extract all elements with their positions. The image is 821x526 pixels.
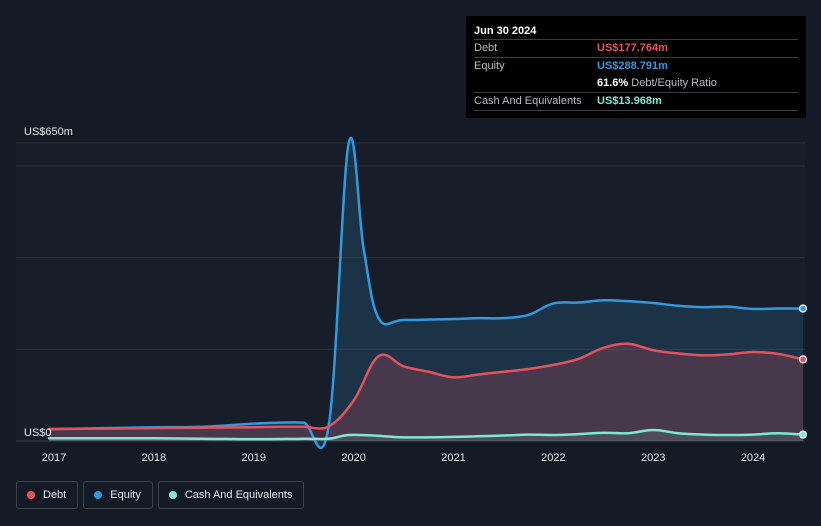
equity-area xyxy=(49,137,803,448)
x-tick-label: 2017 xyxy=(42,452,66,464)
x-tick-label: 2023 xyxy=(641,452,665,464)
tooltip-row-equity: Equity US$288.791m xyxy=(474,57,798,75)
legend-item-debt[interactable]: Debt xyxy=(16,481,79,509)
plot-area xyxy=(16,143,805,441)
cash-and-equivalents-area xyxy=(49,430,803,441)
tooltip-bottom-rule xyxy=(474,110,798,112)
x-tick-label: 2020 xyxy=(341,452,365,464)
y-axis-labels: US$650m US$0 xyxy=(24,126,73,439)
tooltip-ratio: 61.6% Debt/Equity Ratio xyxy=(597,77,717,89)
tooltip-date: Jun 30 2024 xyxy=(474,25,537,37)
tooltip-label-cash: Cash And Equivalents xyxy=(474,95,582,107)
tooltip-row-debt: Debt US$177.764m xyxy=(474,39,798,57)
value-tooltip: Jun 30 2024 Debt US$177.764m Equity US$2… xyxy=(466,16,806,118)
tooltip-ratio-value: 61.6% xyxy=(597,77,629,89)
tooltip-row-ratio: 61.6% Debt/Equity Ratio xyxy=(474,75,798,92)
legend-item-cash[interactable]: Cash And Equivalents xyxy=(157,481,305,509)
legend-label-equity: Equity xyxy=(110,489,141,501)
tooltip-row-cash: Cash And Equivalents US$13.968m xyxy=(474,92,798,110)
legend-label-debt: Debt xyxy=(43,489,67,501)
x-tick-label: 2018 xyxy=(142,452,166,464)
cash-dot-icon xyxy=(168,491,177,499)
chart-legend: Debt Equity Cash And Equivalents xyxy=(16,481,309,511)
legend-item-equity[interactable]: Equity xyxy=(83,481,153,509)
y-tick-label-max: US$650m xyxy=(24,126,73,138)
x-axis-labels: 2017 2018 2019 2020 2021 2022 2023 2024 xyxy=(42,452,766,464)
x-tick-label: 2022 xyxy=(541,452,565,464)
tooltip-value-debt: US$177.764m xyxy=(597,42,668,54)
cash-and-equivalents-line xyxy=(47,428,805,441)
series-end-markers xyxy=(798,304,808,439)
series-areas xyxy=(49,137,803,448)
equity-end-point[interactable] xyxy=(798,304,808,313)
tooltip-ratio-label: Debt/Equity Ratio xyxy=(631,77,717,89)
cash-and-equivalents-end-point[interactable] xyxy=(798,430,808,439)
y-tick-label-zero: US$0 xyxy=(24,427,52,439)
x-tick-label: 2019 xyxy=(241,452,265,464)
tooltip-value-equity: US$288.791m xyxy=(597,60,668,72)
debt-end-point[interactable] xyxy=(798,355,808,364)
legend-label-cash: Cash And Equivalents xyxy=(184,489,293,501)
series-lines xyxy=(47,136,805,449)
equity-dot-icon xyxy=(94,491,103,499)
x-tick-label: 2024 xyxy=(741,452,765,464)
tooltip-value-cash: US$13.968m xyxy=(597,95,662,107)
grid-lines xyxy=(16,142,805,442)
debt-line xyxy=(47,342,805,431)
tooltip-label-debt: Debt xyxy=(474,42,498,54)
debt-dot-icon xyxy=(27,491,35,499)
tooltip-label-equity: Equity xyxy=(474,60,505,72)
debt-area xyxy=(49,343,803,441)
x-tick-label: 2021 xyxy=(441,452,465,464)
equity-line xyxy=(47,136,805,449)
